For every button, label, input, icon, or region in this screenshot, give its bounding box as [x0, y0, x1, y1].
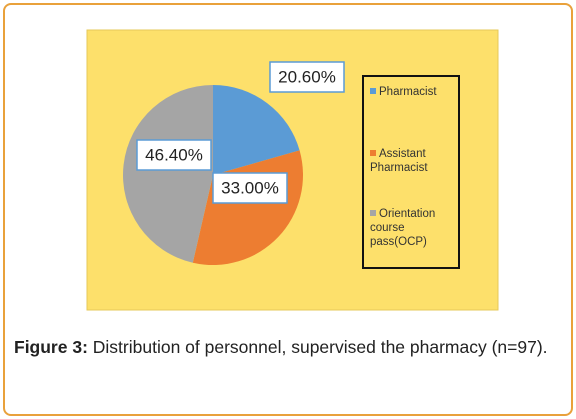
data-label: 33.00%	[221, 178, 279, 197]
data-label-box	[136, 139, 212, 171]
legend-item: Orientation course pass(OCP)	[370, 207, 458, 249]
legend-item: Pharmacist	[370, 85, 458, 99]
data-label-box	[269, 61, 345, 93]
pie-slice	[213, 85, 300, 175]
caption: Figure 3: Distribution of personnel, sup…	[14, 334, 564, 360]
legend-item: Assistant Pharmacist	[370, 147, 458, 175]
legend-swatch	[370, 88, 376, 94]
data-label: 20.60%	[278, 67, 336, 86]
legend-label: Orientation course pass(OCP)	[370, 208, 436, 248]
caption-label: Figure 3:	[14, 337, 88, 357]
legend: Pharmacist Assistant Pharmacist Orientatio…	[362, 75, 460, 269]
data-label: 46.40%	[145, 145, 203, 164]
legend-swatch	[370, 210, 376, 216]
data-label-box	[212, 172, 288, 204]
legend-label: Pharmacist	[379, 86, 437, 98]
caption-text: Distribution of personnel, supervised th…	[92, 337, 548, 357]
figure-frame	[3, 3, 573, 416]
legend-swatch	[370, 150, 376, 156]
legend-label: Assistant Pharmacist	[370, 148, 428, 174]
pie-slice	[122, 85, 213, 263]
